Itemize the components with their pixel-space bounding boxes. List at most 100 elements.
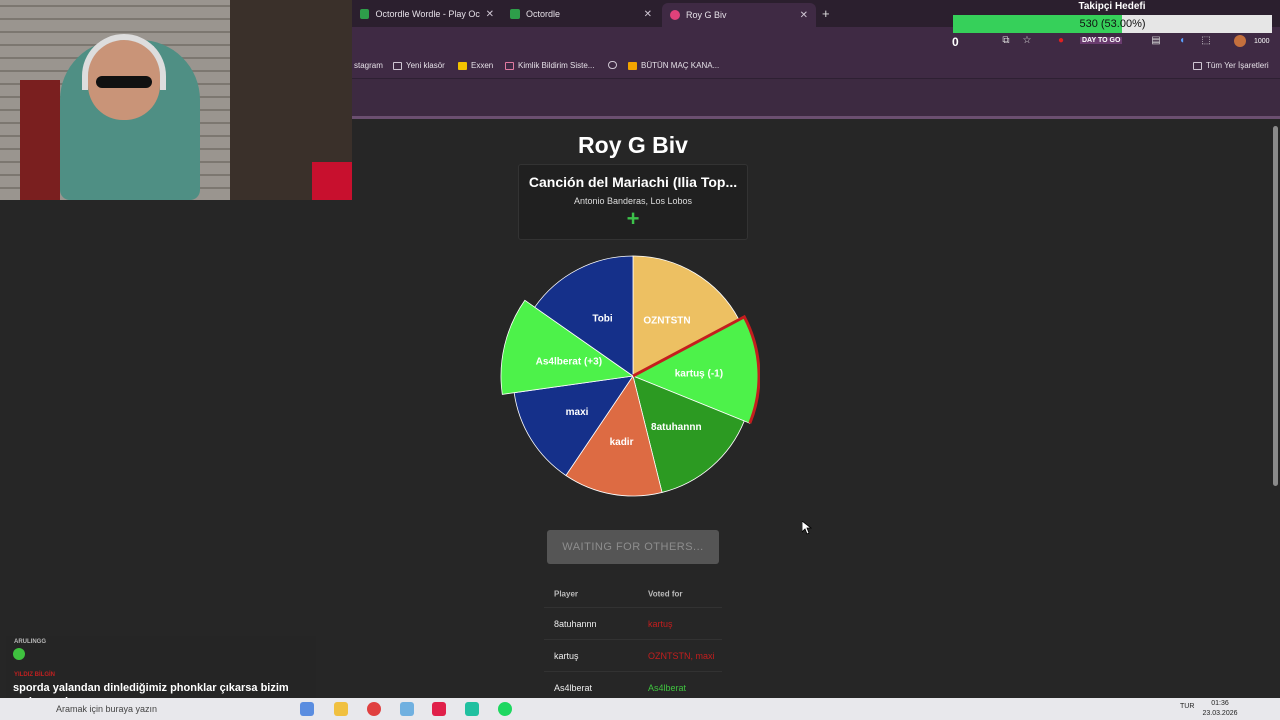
gaming-chair (20, 80, 60, 200)
tab-octordle-wordle[interactable]: Octordle Wordle - Play Octordle ✕ (352, 4, 502, 24)
bookmark-label: stagram (354, 61, 383, 70)
table-row: 8atuhannn kartuş (544, 608, 722, 640)
folder-icon (1193, 61, 1202, 70)
wheel-slice (632, 375, 745, 493)
extension-icon[interactable]: ◖ (1178, 35, 1186, 46)
language-indicator[interactable]: TUR (1180, 703, 1195, 710)
turkish-flag (312, 162, 352, 200)
vote-choice: kartuş (648, 618, 673, 629)
roy-g-biv-favicon-icon (670, 10, 680, 20)
goal-progress-fill (953, 15, 1123, 33)
globe-icon (608, 61, 617, 69)
bookmark-label: BÜTÜN MAÇ KANA... (641, 61, 720, 70)
octordle-favicon-icon (360, 9, 370, 19)
song-title: Canción del Mariachi (Ilia Top... (528, 174, 738, 190)
wheel-label: As4lberat (+3) (536, 357, 602, 368)
chat-username: ARULINGG (14, 639, 46, 645)
profile-avatar[interactable] (1234, 35, 1246, 47)
wheel-label: maxi (566, 407, 589, 418)
tab-label: Octordle Wordle - Play Octordle (375, 9, 480, 19)
spotify-icon[interactable] (498, 702, 512, 716)
extensions-puzzle-icon[interactable]: ⬚ (1201, 35, 1211, 46)
bookmark-exxen[interactable]: Exxen (458, 61, 493, 70)
mouse-cursor-icon (802, 521, 812, 535)
waiting-button[interactable]: WAITING FOR OTHERS... (547, 530, 719, 564)
chrome-icon[interactable] (367, 702, 381, 716)
tab-octordle[interactable]: Octordle ✕ (502, 4, 660, 24)
table-row: kartuş OZNTSTN, maxi (544, 640, 722, 672)
wheel-slice (500, 299, 635, 395)
page-title: Roy G Biv (578, 132, 688, 158)
bookmark-label: Yeni klasör (406, 61, 445, 70)
close-tab-icon[interactable]: ✕ (485, 8, 494, 20)
goal-progress-text: 530 (53.00%) (1079, 18, 1146, 30)
goal-start-value: 0 (952, 35, 959, 49)
page-content (352, 119, 1272, 694)
tab-roy-g-biv[interactable]: Roy G Biv ✕ (662, 3, 816, 27)
vote-player: 8atuhannn (554, 618, 597, 629)
player-wheel: OZNTSTN kartuş (-1) 8atuhannn kadir maxi As4l… (500, 255, 760, 497)
song-card (518, 164, 748, 240)
wheel-label: 8atuhannn (651, 422, 702, 433)
extension-icon[interactable]: ● (1057, 35, 1065, 46)
close-tab-icon[interactable]: ✕ (643, 8, 652, 20)
clock-date: 23.03.2026 (1202, 710, 1238, 717)
bookmark-globe[interactable] (608, 61, 617, 69)
tab-label: Octordle (526, 9, 561, 19)
headset-icon (82, 34, 166, 90)
day-to-go-badge: DAY TO GO (1080, 37, 1123, 44)
app-icon[interactable] (465, 702, 479, 716)
wheel-slice (632, 255, 740, 377)
exxen-icon (458, 61, 467, 70)
webcam-overlay (0, 0, 352, 200)
song-artist: Antonio Banderas, Los Lobos (573, 196, 693, 206)
wheel-highlight (632, 314, 760, 424)
app-icon[interactable] (400, 702, 414, 716)
table-header: Player Voted for (544, 580, 722, 608)
spotify-icon (13, 648, 25, 660)
wheel-slice (513, 375, 634, 477)
bookmark-label: Tüm Yer İşaretleri (1206, 61, 1269, 70)
link-icon (505, 61, 514, 70)
bookmark-all[interactable]: Tüm Yer İşaretleri (1193, 61, 1269, 70)
vote-player: kartuş (554, 650, 579, 661)
chat-overlay (6, 636, 316, 708)
bookmark-label: Exxen (471, 61, 494, 70)
header-voted-for: Voted for (648, 589, 683, 598)
scrollbar-thumb[interactable] (1273, 126, 1278, 486)
wheel-label: kartuş (-1) (675, 369, 723, 380)
bookmark-butun-mac[interactable]: BÜTÜN MAÇ KANA... (628, 61, 719, 70)
new-tab-icon[interactable]: + (822, 6, 830, 21)
wheel-slice (534, 255, 634, 377)
wheel-label: Tobi (592, 313, 613, 324)
vote-player: As4lberat (554, 682, 593, 693)
header-divider (352, 116, 1280, 119)
taskbar (0, 698, 1280, 720)
file-explorer-icon[interactable] (334, 702, 348, 716)
extension-icon[interactable]: ▤ (1151, 35, 1161, 46)
chat-username: YILDIZ BİLGİN (14, 672, 55, 678)
app-icon[interactable] (432, 702, 446, 716)
jp-icon (628, 61, 637, 70)
add-song-button[interactable]: + (626, 206, 640, 231)
cast-icon[interactable]: ⧉ (1002, 35, 1010, 46)
wheel-label: OZNTSTN (643, 315, 690, 326)
goal-target-value: 1000 (1254, 38, 1270, 45)
bookmark-kimlik[interactable]: Kimlik Bildirim Siste... (505, 61, 594, 70)
bookmark-folder-yeni-klasor[interactable]: Yeni klasör (393, 61, 445, 70)
folder-icon (393, 61, 402, 70)
bookmark-star-icon[interactable]: ☆ (1022, 35, 1032, 46)
taskbar-clock[interactable]: 01:36 23.03.2026 (1198, 699, 1242, 719)
app-icon[interactable] (300, 702, 314, 716)
goal-title: Takipçi Hedefi (1078, 1, 1146, 12)
octordle-favicon-icon (510, 9, 520, 19)
wheel-slice (565, 375, 663, 497)
header-player: Player (554, 589, 579, 598)
taskbar-search[interactable]: Aramak için buraya yazın (56, 704, 158, 714)
close-tab-icon[interactable]: ✕ (799, 9, 808, 21)
sunglasses (96, 76, 152, 88)
bookmark-instagram[interactable]: stagram (354, 61, 383, 70)
vote-choice: As4lberat (648, 682, 687, 693)
wheel-label: kadir (610, 437, 634, 448)
